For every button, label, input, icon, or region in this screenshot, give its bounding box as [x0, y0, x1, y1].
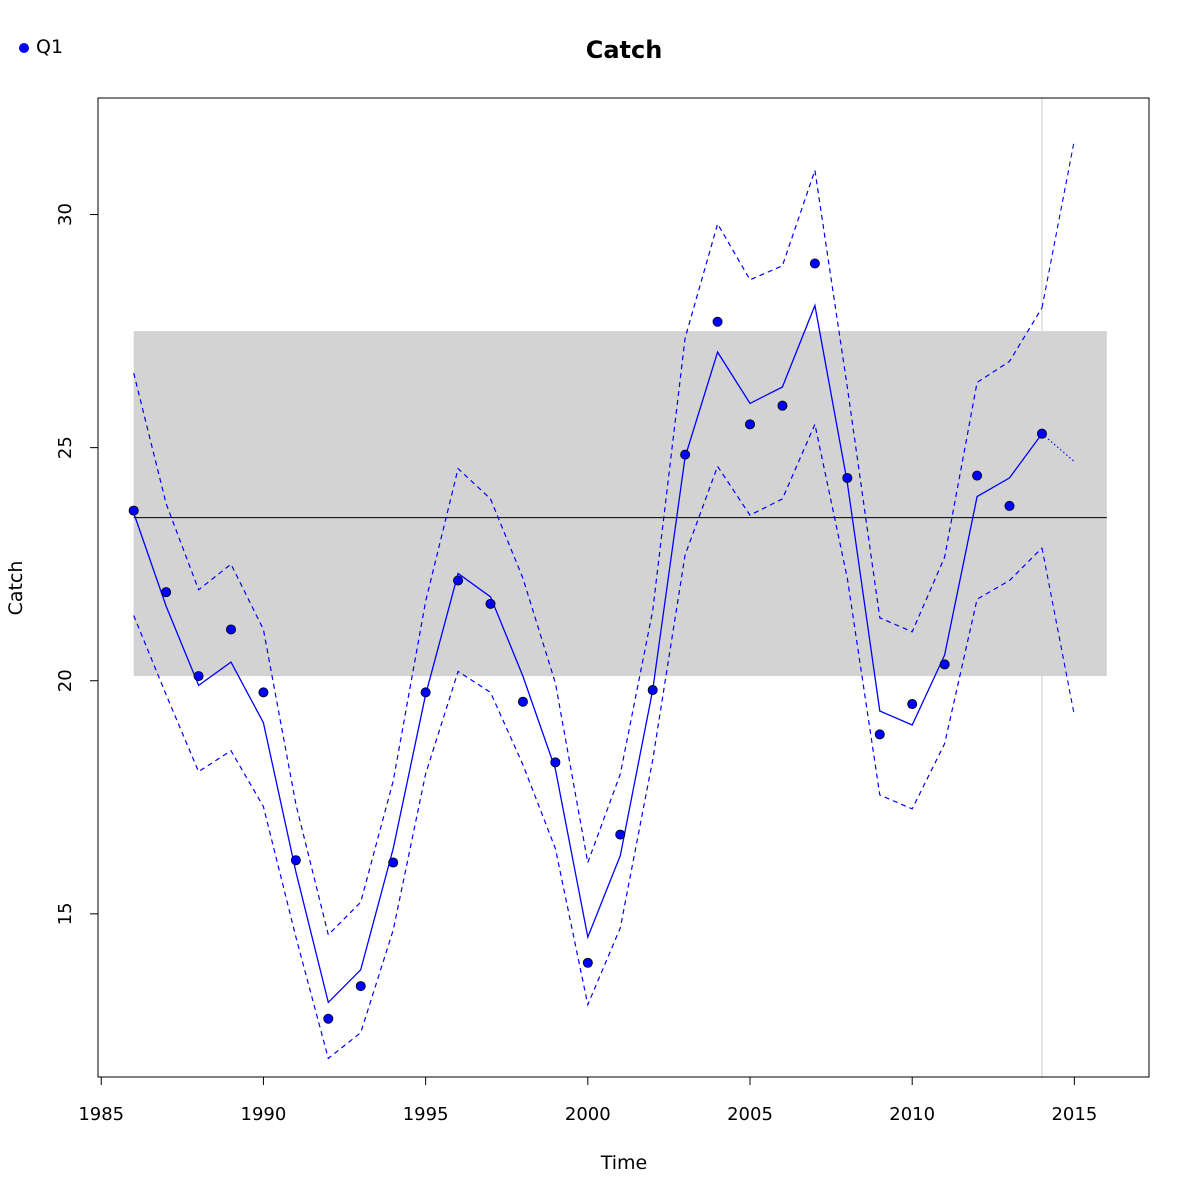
- data-point: [193, 671, 204, 682]
- data-point: [582, 957, 593, 968]
- data-point: [485, 598, 496, 609]
- x-tick-label: 1995: [403, 1104, 449, 1125]
- fit-line: [133, 303, 1043, 1004]
- upper-bound-line: [133, 170, 1043, 936]
- data-point: [939, 659, 950, 670]
- data-point: [225, 624, 236, 635]
- data-point: [842, 472, 853, 483]
- data-point: [420, 687, 431, 698]
- legend-marker-q1: [19, 43, 29, 53]
- data-point: [615, 829, 626, 840]
- band-rect: [133, 331, 1107, 677]
- y-axis-title: Catch: [5, 561, 27, 616]
- data-point: [809, 258, 820, 269]
- y-tick-label: 20: [55, 669, 76, 692]
- x-tick-label: 1985: [78, 1104, 124, 1125]
- x-tick-label: 2010: [889, 1104, 935, 1125]
- y-tick-label: 30: [55, 203, 76, 226]
- x-tick-label: 1990: [241, 1104, 287, 1125]
- data-point: [874, 729, 885, 740]
- forecast-lower-line: [1041, 547, 1075, 716]
- x-tick-label: 2015: [1051, 1104, 1097, 1125]
- data-point: [453, 575, 464, 586]
- y-axis: 15 20 25 30: [55, 203, 99, 925]
- data-point: [647, 685, 658, 696]
- legend: Q1: [19, 36, 63, 58]
- data-point: [972, 470, 983, 481]
- plot-points: [128, 258, 1047, 1024]
- data-point: [323, 1013, 334, 1024]
- y-tick-label: 25: [55, 436, 76, 459]
- data-point: [355, 981, 366, 992]
- forecast-upper-line: [1041, 139, 1075, 308]
- forecast-line: [1041, 433, 1075, 463]
- data-point: [290, 855, 301, 866]
- data-point: [712, 316, 723, 327]
- lower-bound-line: [133, 422, 1043, 1060]
- data-point: [161, 587, 172, 598]
- data-point: [1036, 428, 1047, 439]
- data-point: [517, 696, 528, 707]
- legend-label-q1: Q1: [36, 36, 63, 58]
- plot-background: [133, 98, 1107, 1077]
- data-point: [680, 449, 691, 460]
- data-point: [907, 699, 918, 710]
- data-point: [128, 505, 139, 516]
- x-axis: 1985 1990 1995 2000 2005 2010 2015: [78, 1076, 1097, 1125]
- data-point: [258, 687, 269, 698]
- data-point: [1004, 500, 1015, 511]
- x-axis-title: Time: [600, 1152, 648, 1174]
- x-tick-label: 2000: [565, 1104, 611, 1125]
- plot-lines: [133, 139, 1075, 1060]
- data-point: [550, 757, 561, 768]
- chart-title: Catch: [586, 36, 663, 64]
- data-point: [745, 419, 756, 430]
- data-point: [777, 400, 788, 411]
- y-tick-label: 15: [55, 902, 76, 925]
- data-point: [388, 857, 399, 868]
- x-tick-label: 2005: [727, 1104, 773, 1125]
